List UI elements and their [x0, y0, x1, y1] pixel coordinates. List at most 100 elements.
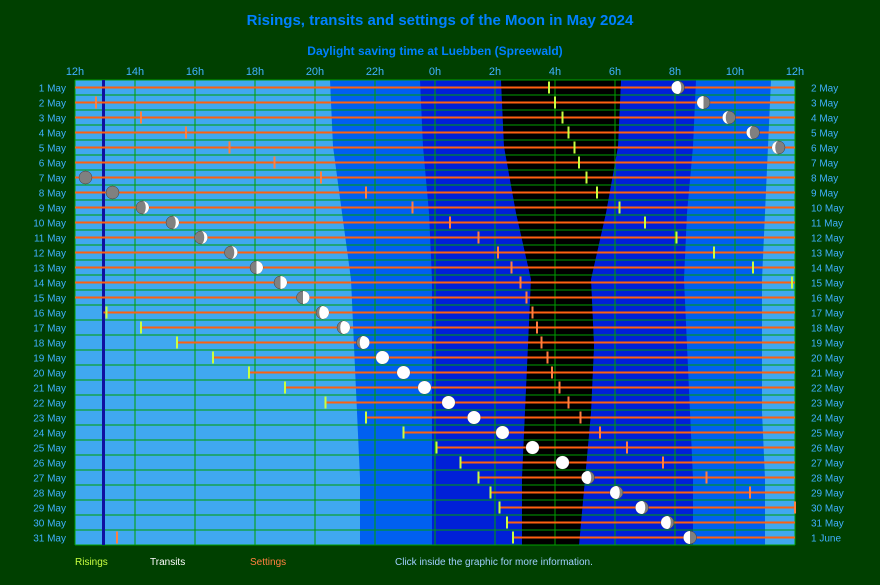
moon-lit-part [418, 381, 431, 394]
moon-row[interactable] [365, 410, 795, 425]
moon-lit-part [376, 351, 390, 364]
day-label-right: 8 May [811, 174, 838, 185]
moon-lit-part [201, 231, 208, 244]
x-tick-label: 2h [489, 66, 501, 78]
moon-rows[interactable] [75, 80, 796, 545]
moon-lit-part [746, 126, 753, 139]
moon-row[interactable] [103, 305, 796, 320]
x-tick-label: 16h [186, 66, 204, 78]
moon-row[interactable] [75, 80, 795, 95]
moon-lit-part [442, 396, 455, 409]
moon-row[interactable] [140, 320, 795, 335]
day-label-right: 12 May [811, 234, 844, 245]
moon-row[interactable] [212, 350, 795, 365]
x-tick-label: 10h [726, 66, 744, 78]
moon-lit-part [359, 336, 370, 349]
moon-row[interactable] [75, 260, 795, 275]
day-label-left: 1 May [39, 84, 66, 95]
moon-lit-part [697, 96, 704, 109]
moon-row[interactable] [75, 200, 795, 215]
moon-lit-part [661, 516, 671, 529]
moon-row[interactable] [75, 95, 795, 110]
moon-row[interactable] [75, 215, 795, 230]
day-label-right: 29 May [811, 489, 844, 500]
day-label-left: 10 May [33, 219, 66, 230]
day-label-right: 6 May [811, 144, 838, 155]
moon-lit-part [556, 456, 570, 469]
moon-row[interactable] [75, 290, 795, 305]
x-tick-label: 12h [786, 66, 804, 78]
day-label-left: 2 May [39, 99, 66, 110]
day-label-left: 24 May [33, 429, 66, 440]
moon-row[interactable] [75, 230, 795, 245]
day-label-left: 11 May [34, 234, 66, 245]
day-label-right: 26 May [811, 444, 844, 455]
day-label-left: 18 May [33, 339, 66, 350]
moon-row[interactable] [75, 140, 795, 155]
moon-row[interactable] [402, 425, 796, 440]
moon-row[interactable] [75, 245, 795, 260]
moon-lit-part [772, 141, 779, 154]
moon-row[interactable] [75, 156, 795, 169]
click-hint: Click inside the graphic for more inform… [395, 557, 593, 568]
day-label-left: 16 May [33, 309, 66, 320]
day-label-right: 13 May [811, 249, 844, 260]
day-label-left: 12 May [33, 249, 66, 260]
day-label-left: 21 May [33, 384, 66, 395]
x-tick-label: 18h [246, 66, 264, 78]
day-label-right: 19 May [811, 339, 844, 350]
moon-lit-part [319, 306, 329, 319]
day-label-right: 18 May [811, 324, 844, 335]
moon-lit-part [581, 471, 592, 484]
day-label-right: 21 May [811, 369, 844, 380]
moon-row[interactable] [498, 500, 796, 515]
x-tick-label: 12h [66, 66, 84, 78]
day-label-left: 13 May [33, 264, 66, 275]
moon-row[interactable] [75, 170, 795, 185]
day-label-right: 20 May [811, 354, 844, 365]
day-label-right: 14 May [811, 264, 844, 275]
moon-row[interactable] [324, 395, 796, 410]
moon-lit-part [722, 111, 729, 124]
moon-row[interactable] [284, 380, 795, 395]
moon-row[interactable] [75, 110, 795, 125]
day-label-right: 11 May [811, 219, 843, 230]
moon-row[interactable] [435, 440, 796, 455]
moon-lit-part [496, 426, 509, 439]
chart-title: Risings, transits and settings of the Mo… [247, 12, 634, 29]
day-label-right: 10 May [811, 204, 844, 215]
day-label-right: 27 May [811, 459, 844, 470]
moon-row[interactable] [506, 515, 795, 530]
day-label-left: 25 May [33, 444, 66, 455]
day-label-right: 9 May [811, 189, 838, 200]
day-label-left: 23 May [33, 414, 66, 425]
x-tick-label: 4h [549, 66, 561, 78]
moon-row[interactable] [176, 335, 795, 350]
day-label-left: 19 May [33, 354, 66, 365]
day-label-right: 16 May [811, 294, 844, 305]
moon-row[interactable] [459, 455, 796, 470]
moon-row[interactable] [248, 365, 795, 380]
moon-row[interactable] [489, 485, 796, 500]
day-label-right: 22 May [811, 384, 844, 395]
day-label-right: 15 May [811, 279, 844, 290]
moon-lit-part [635, 501, 646, 514]
moon-row[interactable] [477, 470, 796, 485]
day-label-right: 1 June [811, 534, 841, 545]
day-label-left: 8 May [39, 189, 66, 200]
x-tick-label: 20h [306, 66, 324, 78]
moon-row[interactable] [116, 530, 795, 545]
moon-row[interactable] [75, 185, 795, 200]
day-label-left: 3 May [39, 114, 66, 125]
day-label-left: 29 May [33, 504, 66, 515]
moon-lit-part [280, 276, 287, 289]
moon-row[interactable] [75, 125, 795, 140]
x-tick-label: 6h [609, 66, 621, 78]
moon-row[interactable] [75, 275, 795, 290]
moon-lit-part [467, 411, 481, 424]
day-label-left: 6 May [39, 159, 66, 170]
day-label-left: 14 May [33, 279, 66, 290]
day-label-right: 3 May [811, 99, 838, 110]
